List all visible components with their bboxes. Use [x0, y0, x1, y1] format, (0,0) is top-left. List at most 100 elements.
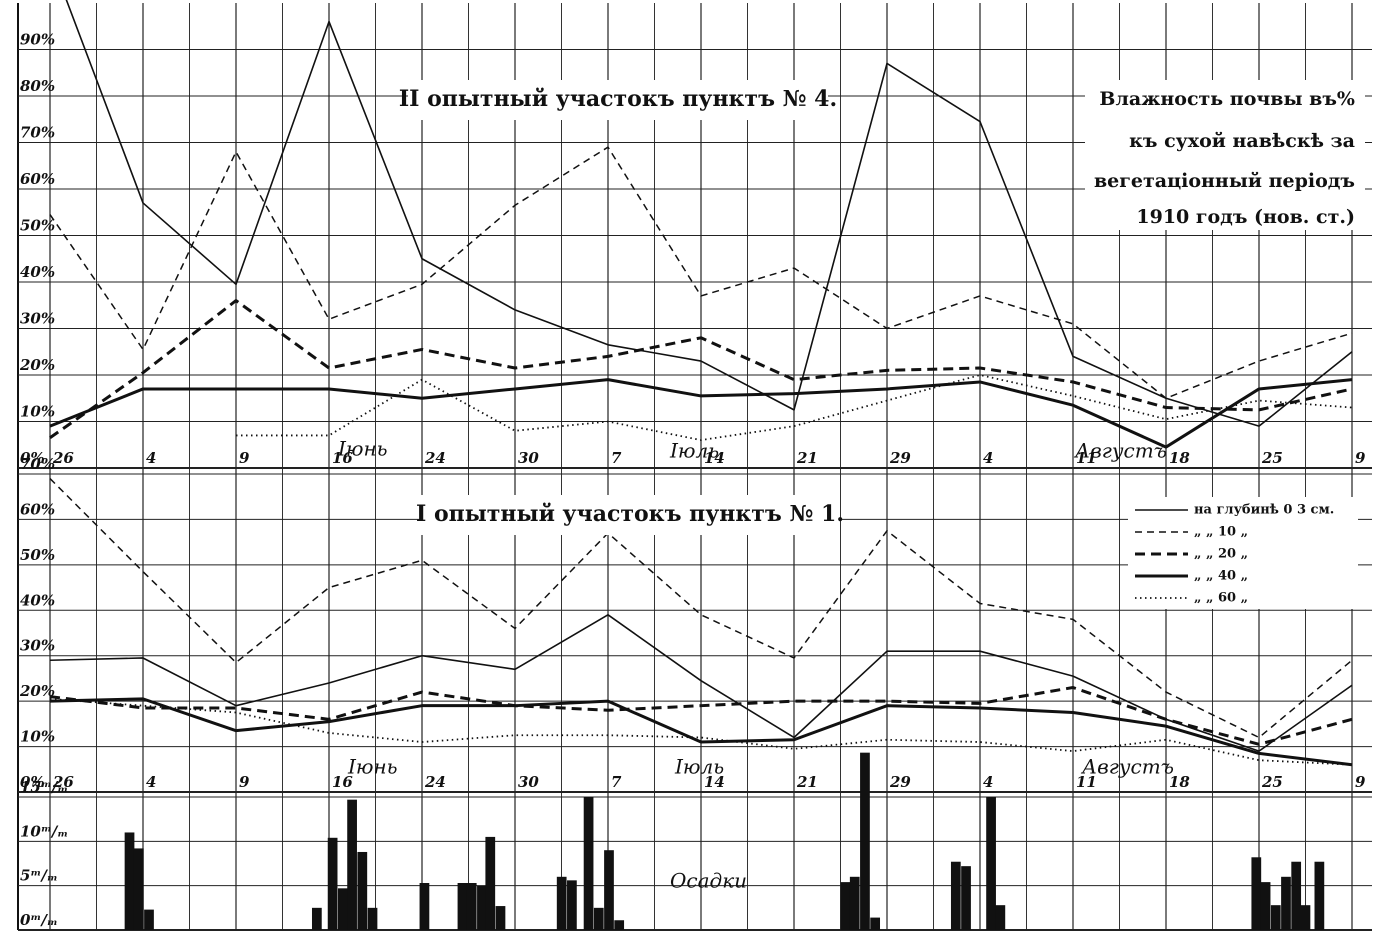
bar [870, 917, 881, 930]
bar [1281, 876, 1291, 930]
panel-title: I опытный участокъ пунктъ № 1. [416, 501, 844, 527]
bar [466, 883, 477, 930]
x-tick-label: 14 [704, 773, 725, 791]
x-tick-label: 18 [1169, 449, 1190, 467]
bar [860, 752, 870, 930]
bar [1251, 857, 1262, 930]
bar [457, 883, 468, 930]
bar [995, 905, 1006, 930]
y-tick-label: 30% [20, 637, 55, 655]
y-tick-label: 20% [19, 682, 55, 700]
bar [593, 907, 604, 930]
month-label: Августъ [1073, 439, 1167, 463]
bar [1291, 861, 1302, 930]
y-tick-label: 50% [20, 546, 55, 564]
bar [347, 799, 357, 930]
x-tick-label: 9 [239, 773, 250, 791]
bar [311, 907, 322, 930]
x-tick-label: 4 [146, 773, 156, 791]
bar [840, 882, 851, 930]
bar [495, 906, 506, 930]
marks: 0%10%20%30%40%50%60%70%80%90%26 4 9 16 24 30 7… [19, 0, 1366, 930]
bar [1300, 905, 1311, 930]
legend-bg [1128, 497, 1358, 609]
y-tick-label: 70% [20, 455, 55, 473]
y-tick-label: 10ᵐ/ₘ [20, 822, 68, 840]
bar [357, 851, 368, 930]
y-tick-label: 0% [20, 773, 45, 791]
panel-title: II опытный участокъ пунктъ № 4. [399, 86, 837, 112]
series-line [65, 0, 1353, 427]
series-line [236, 374, 1353, 441]
x-tick-label: 25 [1261, 449, 1283, 467]
x-tick-label: 14 [704, 449, 725, 467]
y-tick-label: 40% [20, 263, 55, 281]
x-tick-label: 7 [611, 449, 622, 467]
y-tick-label: 90% [20, 31, 55, 49]
x-tick-label: 21 [796, 449, 818, 467]
x-tick-label: 30 [518, 773, 539, 791]
legend-label: „ „ 40 „ [1194, 569, 1248, 584]
series-line [49, 614, 1353, 752]
series-line [49, 146, 1353, 399]
note: къ сухой навѣскѣ за [1129, 130, 1355, 152]
y-tick-label: 40% [20, 591, 55, 609]
y-tick-label: 30% [20, 310, 55, 328]
series-line [49, 697, 1353, 766]
y-tick-label: 80% [20, 77, 55, 95]
note: 1910 годъ (нов. ст.) [1136, 206, 1355, 228]
x-tick-label: 24 [424, 449, 446, 467]
month-label: Августъ [1080, 755, 1174, 779]
month-label: Іюль [674, 755, 724, 779]
bar [950, 861, 961, 930]
x-tick-label: 26 [52, 773, 74, 791]
bar [1260, 882, 1271, 930]
x-tick-label: 21 [796, 773, 818, 791]
y-tick-label: 60% [20, 170, 55, 188]
y-tick-label: 10% [20, 403, 55, 421]
x-tick-label: 25 [1261, 773, 1283, 791]
x-tick-label: 9 [1355, 449, 1366, 467]
legend: на глубинѣ 0 3 см. „ „ 10 „ „ „ 20 „ „ „ 40… [1128, 497, 1358, 609]
bar [367, 907, 378, 930]
series-line [49, 686, 1353, 746]
x-tick-label: 30 [518, 449, 539, 467]
bar [604, 850, 614, 930]
bar [556, 876, 567, 930]
x-tick-label: 11 [1076, 449, 1097, 467]
title-bg [420, 495, 840, 535]
bar [1270, 905, 1281, 930]
x-tick-label: 16 [332, 773, 353, 791]
bar [614, 920, 625, 930]
x-tick-label: 7 [611, 773, 622, 791]
x-tick-label: 4 [983, 773, 993, 791]
bar [567, 880, 577, 930]
x-tick-label: 24 [424, 773, 446, 791]
y-tick-label: 60% [20, 500, 55, 518]
bar [1314, 861, 1325, 930]
bar [961, 866, 971, 930]
bar [419, 883, 430, 930]
bar [849, 876, 860, 930]
bar [124, 832, 135, 930]
y-tick-label: 15ᵐ/ₘ [20, 778, 68, 796]
bar [133, 848, 144, 930]
month-label: Іюль [669, 439, 719, 463]
note: Влажность почвы въ% [1099, 88, 1355, 110]
y-tick-label: 10% [20, 728, 55, 746]
legend-label: „ „ 10 „ [1194, 525, 1248, 540]
y-tick-label: 70% [20, 124, 55, 142]
x-tick-label: 16 [332, 449, 353, 467]
series-line [49, 378, 1353, 449]
x-tick-label: 9 [239, 449, 250, 467]
bar [337, 888, 348, 930]
y-tick-label: 0% [20, 449, 45, 467]
x-tick-label: 9 [1355, 773, 1366, 791]
y-tick-label: 20% [19, 356, 55, 374]
title-bg [408, 80, 828, 120]
x-tick-label: 26 [52, 449, 74, 467]
x-tick-label: 29 [889, 449, 911, 467]
x-tick-label: 29 [889, 773, 911, 791]
legend-label: „ „ 20 „ [1194, 547, 1248, 562]
